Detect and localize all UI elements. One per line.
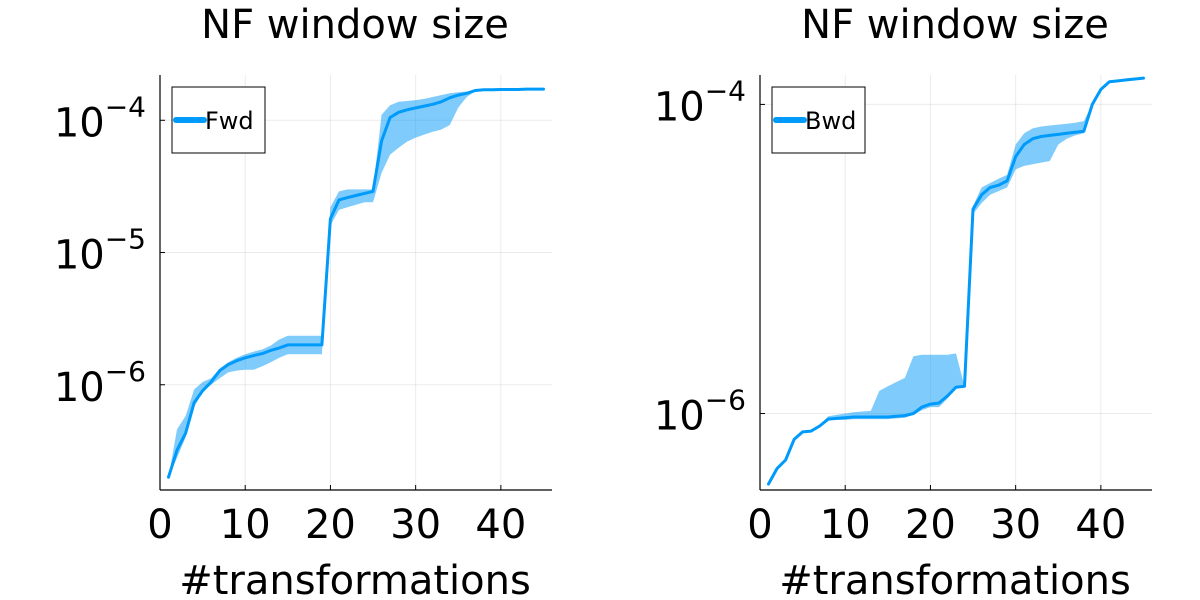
legend: Bwd xyxy=(771,86,866,154)
x-axis-label: #transformations xyxy=(179,558,531,600)
x-tick-label: 0 xyxy=(147,502,172,548)
chart-title: NF window size xyxy=(801,2,1109,48)
series-line xyxy=(167,87,545,479)
y-tick-label: 10−5 xyxy=(54,223,146,279)
x-axis-label: #transformations xyxy=(779,558,1131,600)
x-tick-label: 10 xyxy=(820,502,871,548)
y-tick-label: 10−4 xyxy=(654,74,746,130)
x-tick-label: 20 xyxy=(305,502,356,548)
y-tick-label: 10−4 xyxy=(54,90,146,146)
legend-label: Bwd xyxy=(805,107,856,135)
chart-panel-fwd: NF window size #transformations 0 10 20 30 4… xyxy=(54,2,552,600)
y-tick-label: 10−6 xyxy=(54,355,146,411)
x-tick-label: 20 xyxy=(905,502,956,548)
x-tick-label: 10 xyxy=(220,502,271,548)
chart-panel-bwd: NF window size #transformations 0 10 20 30 4… xyxy=(654,2,1152,600)
x-tick-label: 30 xyxy=(390,502,441,548)
x-tick-label: 30 xyxy=(990,502,1041,548)
x-tick-label: 40 xyxy=(475,502,526,548)
legend: Fwd xyxy=(171,86,266,154)
x-tick-label: 40 xyxy=(1075,502,1126,548)
chart-title: NF window size xyxy=(201,2,509,48)
legend-label: Fwd xyxy=(205,107,254,135)
x-tick-label: 0 xyxy=(747,502,772,548)
y-tick-label: 10−6 xyxy=(654,384,746,440)
series-line xyxy=(767,76,1145,486)
